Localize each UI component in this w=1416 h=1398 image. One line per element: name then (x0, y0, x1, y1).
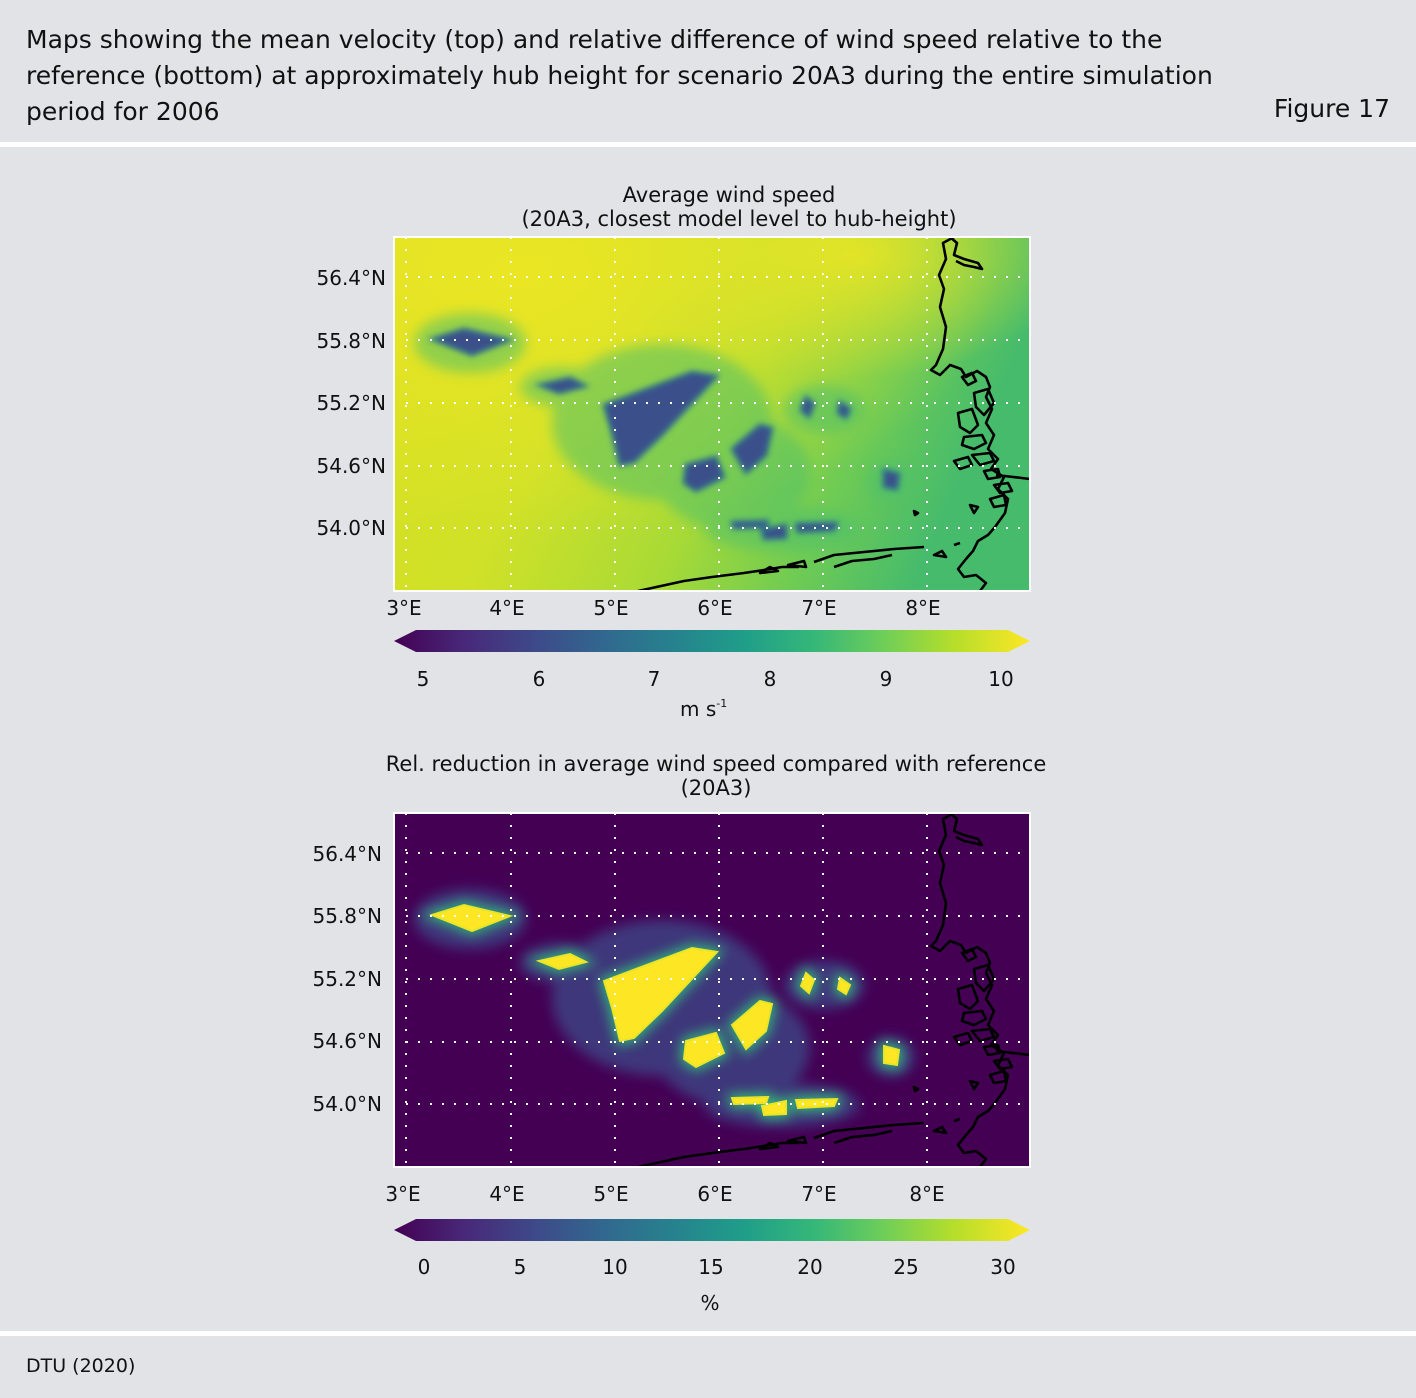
map2-lon-label: 5°E (593, 1182, 628, 1206)
map1-lat-label: 54.0°N (317, 516, 387, 540)
map1-lat-label: 55.2°N (317, 391, 387, 415)
map2-lon-labels: 3°E 4°E 5°E 6°E 7°E 8°E (385, 1182, 944, 1206)
map1-lat-label: 56.4°N (317, 266, 387, 290)
map2-lat-label: 55.2°N (313, 967, 383, 991)
map2-colorbar (394, 1219, 1030, 1241)
map1-colorbar (394, 630, 1030, 652)
map2-lat-labels: 56.4°N 55.8°N 55.2°N 54.6°N 54.0°N (313, 842, 383, 1116)
map2-lat-label: 56.4°N (313, 842, 383, 866)
map2-lat-label: 54.6°N (313, 1029, 383, 1053)
bottom-divider (0, 1331, 1416, 1336)
source-note: DTU (2020) (26, 1355, 136, 1377)
map1-colorbar-tick: 9 (880, 667, 893, 691)
map2-title: Rel. reduction in average wind speed com… (386, 752, 1047, 776)
map1-lat-label: 54.6°N (317, 454, 387, 478)
map1-title: Average wind speed (623, 183, 836, 207)
map1-lon-label: 8°E (905, 596, 940, 620)
map2-colorbar-tick: 30 (990, 1255, 1015, 1279)
map1-lon-label: 5°E (593, 596, 628, 620)
map2-panel (393, 812, 1031, 1168)
map2-colorbar-tick: 20 (797, 1255, 822, 1279)
map2-lon-label: 3°E (385, 1182, 420, 1206)
map2-lat-label: 55.8°N (313, 904, 383, 928)
map1-subtitle: (20A3, closest model level to hub-height… (521, 207, 956, 231)
map2-lat-label: 54.0°N (313, 1092, 383, 1116)
map1-colorbar-tick: 10 (988, 667, 1013, 691)
wind-maps-figure: Average wind speed (20A3, closest model … (313, 183, 1047, 1315)
map2-colorbar-tick: 0 (418, 1255, 431, 1279)
map2-colorbar-tick: 25 (893, 1255, 918, 1279)
map1-lat-label: 55.8°N (317, 329, 387, 353)
map2-colorbar-tick: 15 (698, 1255, 723, 1279)
map1-colorbar-tick: 8 (764, 667, 777, 691)
map2-lon-label: 6°E (697, 1182, 732, 1206)
map2-lon-label: 7°E (801, 1182, 836, 1206)
map1-lon-label: 7°E (801, 596, 836, 620)
map2-subtitle: (20A3) (681, 776, 752, 800)
map1-colorbar-ticks: 5 6 7 8 9 10 (417, 667, 1014, 691)
map1-panel (393, 236, 1031, 592)
map1-colorbar-tick: 7 (648, 667, 661, 691)
map1-lat-labels: 56.4°N 55.8°N 55.2°N 54.6°N 54.0°N (317, 266, 387, 540)
map1-lon-label: 6°E (697, 596, 732, 620)
map2-colorbar-tick: 5 (514, 1255, 527, 1279)
map2-colorbar-tick: 10 (602, 1255, 627, 1279)
map1-lon-label: 3°E (386, 596, 421, 620)
figure-number: Figure 17 (1273, 94, 1390, 123)
figure-header: Maps showing the mean velocity (top) and… (0, 0, 1416, 142)
map1-lon-label: 4°E (489, 596, 524, 620)
figure-caption: Maps showing the mean velocity (top) and… (26, 25, 1213, 126)
map2-lon-label: 8°E (909, 1182, 944, 1206)
map1-lon-labels: 3°E 4°E 5°E 6°E 7°E 8°E (386, 596, 940, 620)
map1-colorbar-unit: m s-1 (680, 697, 727, 721)
map1-colorbar-tick: 5 (417, 667, 430, 691)
map1-colorbar-tick: 6 (533, 667, 546, 691)
map2-lon-label: 4°E (489, 1182, 524, 1206)
map2-colorbar-ticks: 0 5 10 15 20 25 30 (418, 1255, 1016, 1279)
top-divider (0, 142, 1416, 147)
map2-colorbar-unit: % (700, 1291, 719, 1315)
